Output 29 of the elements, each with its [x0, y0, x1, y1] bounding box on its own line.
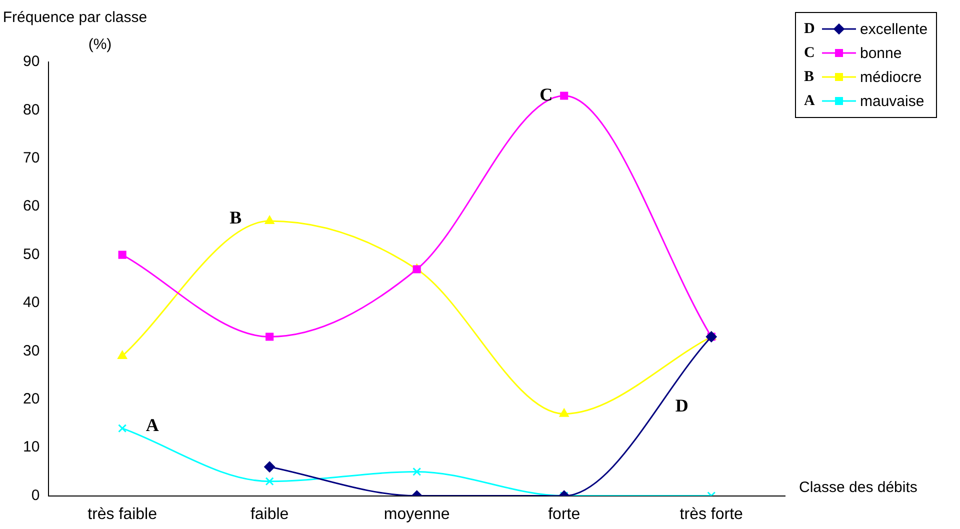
- y-tick-label: 80: [22, 101, 40, 118]
- y-tick-label: 90: [22, 53, 40, 70]
- legend-label: médiocre: [860, 68, 922, 86]
- annotation: D: [675, 396, 688, 416]
- x-tick-label: faible: [250, 506, 289, 523]
- text: D: [804, 20, 815, 36]
- y-tick-label: 20: [22, 390, 40, 408]
- annotation: A: [146, 414, 159, 435]
- y-tick-label: 0: [31, 486, 40, 504]
- legend-label: excellente: [860, 20, 928, 38]
- x-axis-title: Classe des débits: [799, 478, 918, 496]
- annotation: B: [230, 208, 242, 228]
- text: C: [804, 44, 815, 60]
- y-tick-label: 40: [22, 294, 40, 312]
- y-tick-label: 70: [22, 150, 40, 167]
- y-tick-label: 50: [22, 246, 40, 263]
- x-tick-label: forte: [548, 506, 580, 523]
- y-tick-label: 60: [22, 198, 40, 215]
- y-tick-label: 30: [22, 342, 40, 360]
- legend-label: mauvaise: [860, 92, 924, 110]
- x-tick-label: moyenne: [384, 506, 450, 523]
- x-tick-label: très forte: [680, 506, 744, 523]
- legend-label: bonne: [860, 44, 902, 62]
- text: A: [804, 92, 815, 108]
- y-tick-label: 10: [22, 438, 40, 456]
- y-axis-title: Fréquence par classe (%): [2, 9, 148, 54]
- x-tick-label: très faible: [88, 506, 158, 523]
- annotation: C: [540, 84, 553, 104]
- text: B: [804, 68, 814, 84]
